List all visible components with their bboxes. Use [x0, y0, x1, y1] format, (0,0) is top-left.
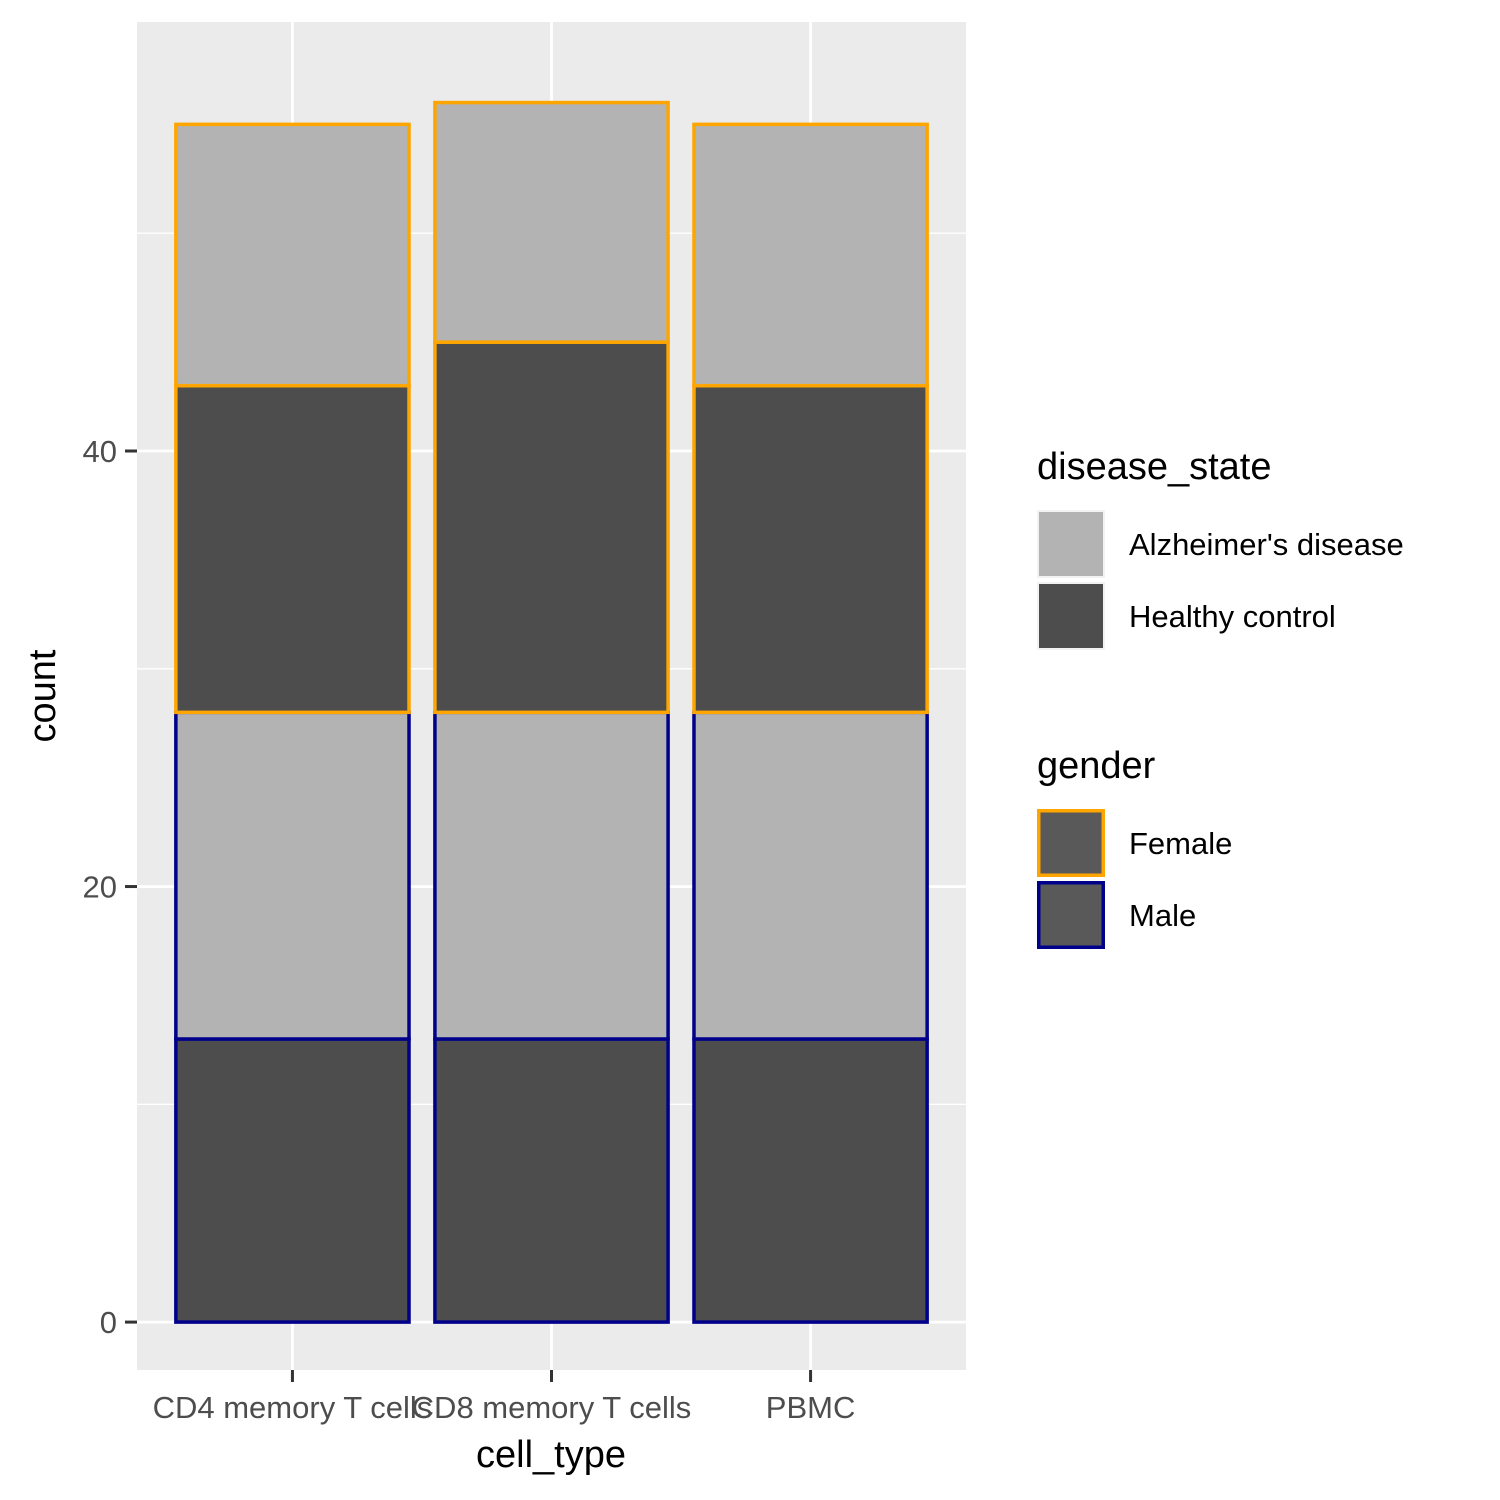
legend-title: gender — [1037, 745, 1156, 787]
legend-label: Alzheimer's disease — [1129, 527, 1404, 562]
x-tick-label: CD4 memory T cells — [153, 1390, 433, 1425]
legend-title: disease_state — [1037, 446, 1272, 488]
bar-segment — [433, 1037, 670, 1324]
bar-segment — [174, 1037, 411, 1324]
bar-segment — [692, 710, 929, 1041]
y-axis: 0 20 40 — [83, 434, 137, 1340]
legend-key — [1037, 881, 1105, 949]
legend-label: Healthy control — [1129, 599, 1336, 634]
y-axis-title: count — [22, 649, 64, 742]
legend-key — [1037, 809, 1105, 877]
y-tick-label: 40 — [83, 434, 117, 469]
y-tick-label: 20 — [83, 870, 117, 905]
bar-segment — [433, 340, 670, 715]
bar-segment — [692, 383, 929, 715]
bar-segment — [692, 122, 929, 388]
bar-segment — [174, 710, 411, 1041]
legend-label: Male — [1129, 898, 1196, 933]
bar-segment — [433, 100, 670, 344]
y-tick-label: 0 — [100, 1305, 117, 1340]
bars — [174, 100, 929, 1324]
x-tick-label: PBMC — [766, 1390, 856, 1425]
legend-key — [1039, 584, 1103, 648]
bar-segment — [692, 1037, 929, 1324]
bar-segment — [433, 710, 670, 1041]
legends: disease_state Alzheimer's disease Healthy … — [1037, 446, 1404, 949]
bar-segment — [174, 383, 411, 715]
x-tick-label: CD8 memory T cells — [412, 1390, 692, 1425]
bar-segment — [174, 122, 411, 388]
legend-label: Female — [1129, 826, 1232, 861]
x-axis-title: cell_type — [476, 1434, 626, 1476]
legend-key — [1039, 512, 1103, 576]
